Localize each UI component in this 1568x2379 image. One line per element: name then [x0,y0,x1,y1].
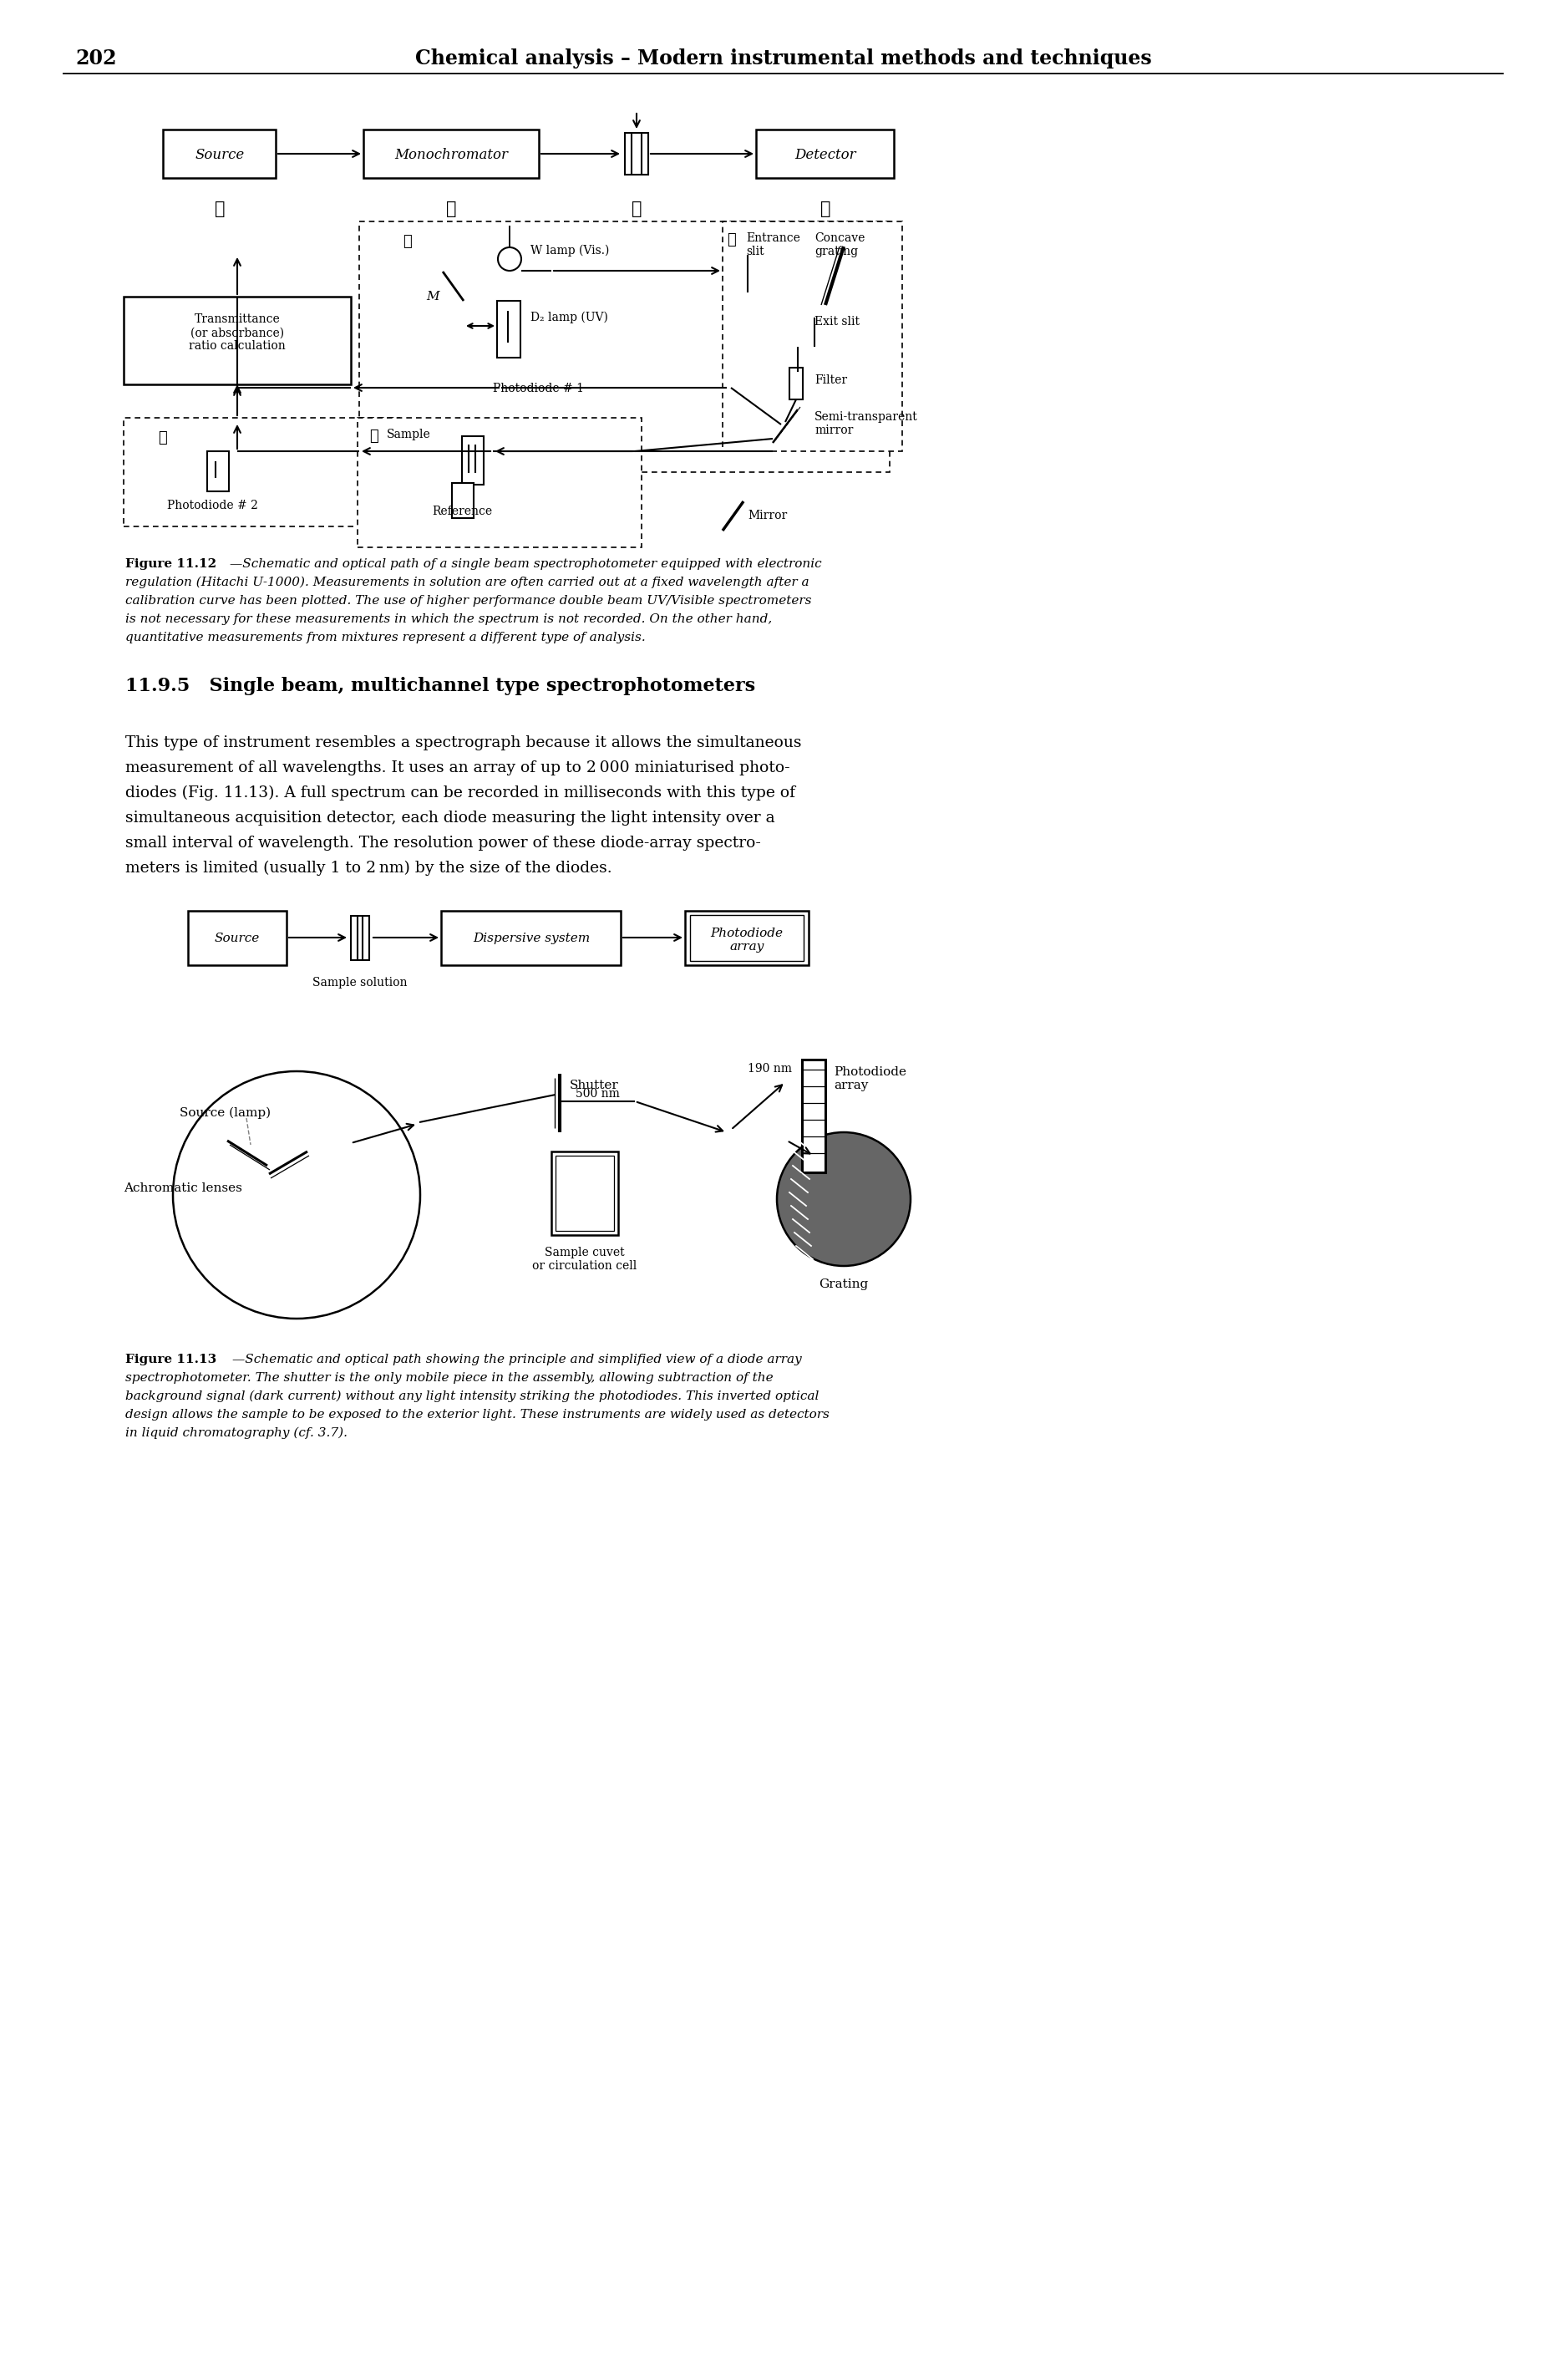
Text: D₂ lamp (UV): D₂ lamp (UV) [530,312,608,324]
Text: 500 nm: 500 nm [575,1087,619,1099]
Text: Figure 11.12: Figure 11.12 [125,559,216,571]
Text: Photodiode # 1: Photodiode # 1 [492,383,583,395]
Text: Chemical analysis – Modern instrumental methods and techniques: Chemical analysis – Modern instrumental … [416,48,1152,69]
Bar [756,128,894,178]
Text: Source: Source [194,147,245,162]
Bar [358,419,641,547]
Bar [124,297,351,385]
Text: small interval of wavelength. The resolution power of these diode-array spectro-: small interval of wavelength. The resolu… [125,835,760,852]
Bar [626,133,648,174]
Text: simultaneous acquisition detector, each diode measuring the light intensity over: simultaneous acquisition detector, each … [125,811,775,826]
Text: W lamp (Vis.): W lamp (Vis.) [530,245,610,257]
Text: ④: ④ [820,202,831,216]
Text: ③: ③ [370,428,379,445]
Bar [690,916,804,961]
Text: Sample: Sample [387,428,431,440]
Text: Detector: Detector [795,147,856,162]
Text: Figure 11.13: Figure 11.13 [125,1354,216,1366]
Text: in liquid chromatography (cf. 3.7).: in liquid chromatography (cf. 3.7). [125,1427,348,1439]
Text: Monochromator: Monochromator [394,147,508,162]
Text: Entrance
slit: Entrance slit [746,233,800,257]
Text: Source: Source [215,933,260,944]
Text: 202: 202 [75,48,116,69]
Text: ④: ④ [158,431,168,445]
Text: design allows the sample to be exposed to the exterior light. These instruments : design allows the sample to be exposed t… [125,1408,829,1420]
Text: Source (lamp): Source (lamp) [180,1106,271,1118]
Text: ②: ② [728,233,735,247]
Text: Dispersive system: Dispersive system [472,933,590,944]
Text: M: M [426,290,439,302]
Text: 11.9.5   Single beam, multichannel type spectrophotometers: 11.9.5 Single beam, multichannel type sp… [125,678,756,695]
Text: Photodiode
array: Photodiode array [834,1066,906,1092]
Text: This type of instrument resembles a spectrograph because it allows the simultane: This type of instrument resembles a spec… [125,735,801,749]
Text: background signal (dark current) without any light intensity striking the photod: background signal (dark current) without… [125,1389,818,1404]
Text: ③: ③ [632,202,641,216]
Bar [685,911,809,966]
Bar [801,1059,825,1173]
Text: ②: ② [445,202,456,216]
Bar [351,916,368,961]
Text: quantitative measurements from mixtures represent a different type of analysis.: quantitative measurements from mixtures … [125,633,646,642]
Text: is not necessary for these measurements in which the spectrum is not recorded. O: is not necessary for these measurements … [125,614,771,626]
Text: Filter: Filter [814,374,847,385]
Text: spectrophotometer. The shutter is the only mobile piece in the assembly, allowin: spectrophotometer. The shutter is the on… [125,1373,773,1385]
Text: ①: ① [215,202,224,216]
Text: Shutter: Shutter [569,1080,619,1092]
Bar [555,1156,615,1230]
Bar [163,128,276,178]
Text: 190 nm: 190 nm [748,1063,792,1075]
Bar [789,369,803,400]
Text: meters is limited (usually 1 to 2 nm) by the size of the diodes.: meters is limited (usually 1 to 2 nm) by… [125,861,612,875]
Text: Photodiode
array: Photodiode array [710,928,782,952]
Text: Concave
grating: Concave grating [814,233,866,257]
Bar [452,483,474,519]
Bar [552,1151,618,1235]
Text: —Schematic and optical path of a single beam spectrophotometer equipped with ele: —Schematic and optical path of a single … [230,559,822,571]
Text: —Schematic and optical path showing the principle and simplified view of a diode: —Schematic and optical path showing the … [232,1354,801,1366]
Bar [188,911,287,966]
Text: Exit slit: Exit slit [814,316,859,328]
Circle shape [776,1132,911,1266]
Text: Transmittance
(or absorbance)
ratio calculation: Transmittance (or absorbance) ratio calc… [188,314,285,352]
Text: Achromatic lenses: Achromatic lenses [124,1182,241,1194]
Bar [497,300,521,357]
Text: measurement of all wavelengths. It uses an array of up to 2 000 miniaturised pho: measurement of all wavelengths. It uses … [125,761,790,776]
Text: regulation (Hitachi U-1000). Measurements in solution are often carried out at a: regulation (Hitachi U-1000). Measurement… [125,576,809,588]
Bar [441,911,621,966]
Bar [463,435,483,485]
Text: ①: ① [403,233,412,250]
Bar [207,452,229,492]
Text: diodes (Fig. 11.13). A full spectrum can be recorded in milliseconds with this t: diodes (Fig. 11.13). A full spectrum can… [125,785,795,802]
Text: Grating: Grating [818,1278,869,1289]
Bar [359,221,889,471]
Text: Semi-transparent
mirror: Semi-transparent mirror [814,412,917,435]
Text: Sample cuvet
or circulation cell: Sample cuvet or circulation cell [533,1247,637,1273]
Text: calibration curve has been plotted. The use of higher performance double beam UV: calibration curve has been plotted. The … [125,595,812,607]
Bar [723,221,902,452]
Bar [364,128,539,178]
Text: Mirror: Mirror [748,509,787,521]
Text: Reference: Reference [431,507,492,516]
Text: Sample solution: Sample solution [312,978,408,990]
Bar [124,419,400,526]
Text: Photodiode # 2: Photodiode # 2 [168,500,259,511]
